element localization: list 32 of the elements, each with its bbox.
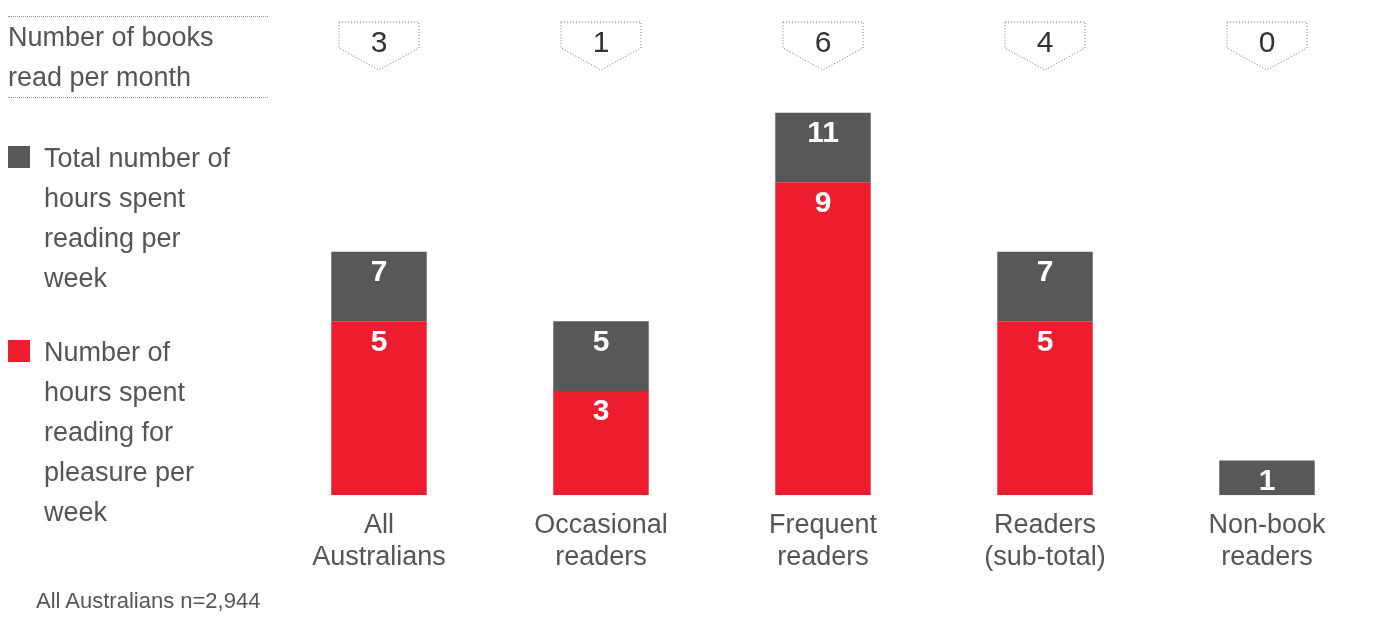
total-label: 5 — [592, 323, 610, 357]
x-tick-label: Readers (sub-total) — [984, 508, 1106, 572]
text: 4 — [1036, 25, 1054, 59]
legend-label: Total number of hours spent reading per week — [44, 142, 232, 295]
x-tick-label: Frequent readers — [768, 508, 878, 572]
bar — [553, 321, 649, 391]
bar — [997, 321, 1093, 496]
data-label: 5 — [1036, 323, 1054, 357]
total-label: 7 — [370, 254, 388, 288]
total-label: 7 — [1036, 254, 1054, 288]
total-label: 1 — [1258, 462, 1276, 496]
x-tick-label: Non-book readers — [1208, 508, 1327, 572]
bar — [775, 182, 871, 496]
text: All Australians n=2,944 — [35, 588, 262, 614]
text: Number of books read per month — [8, 16, 268, 98]
x-tick-label: All Australians — [312, 508, 446, 572]
bar — [997, 251, 1093, 322]
bar — [553, 390, 649, 496]
x-tick-label: Occasional readers — [534, 508, 668, 572]
text: 0 — [1258, 25, 1276, 59]
text: 1 — [592, 25, 610, 59]
data-label: 9 — [814, 184, 832, 218]
data-label: 5 — [370, 323, 388, 357]
text: 3 — [370, 25, 388, 59]
data-label: 3 — [592, 393, 610, 427]
text: 6 — [814, 25, 832, 59]
bar — [775, 112, 871, 183]
bar — [331, 251, 427, 322]
legend-label: Number of hours spent reading for pleasure per week — [44, 336, 196, 529]
bar — [331, 321, 427, 496]
total-label: 11 — [807, 115, 839, 149]
bar — [1219, 460, 1315, 496]
